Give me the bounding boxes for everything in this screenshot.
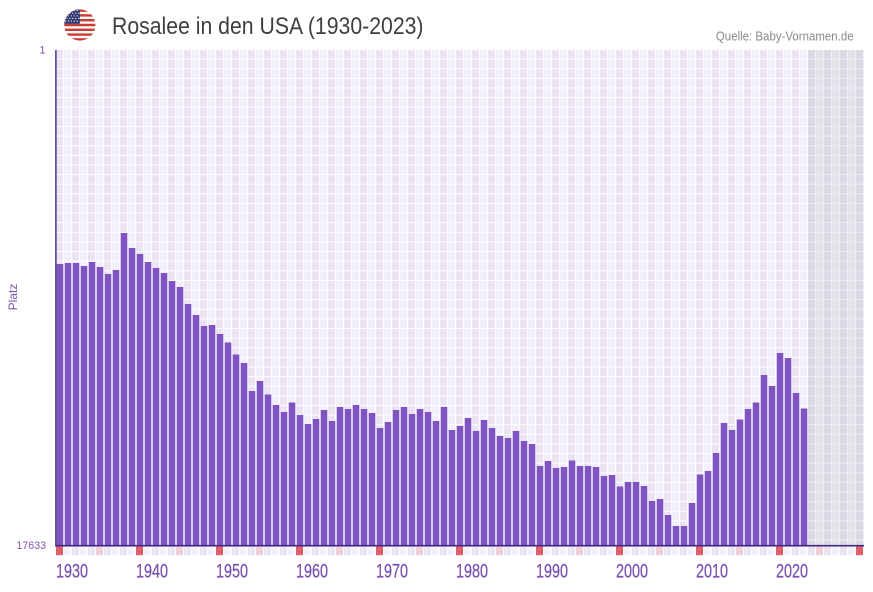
svg-text:1980: 1980 <box>456 561 488 582</box>
svg-text:1970: 1970 <box>376 561 408 582</box>
svg-text:2020: 2020 <box>776 561 808 582</box>
svg-text:1960: 1960 <box>296 561 328 582</box>
svg-text:1: 1 <box>39 45 45 57</box>
svg-text:Rosalee in den USA (1930-2023): Rosalee in den USA (1930-2023) <box>112 13 424 40</box>
svg-text:2000: 2000 <box>616 561 648 582</box>
svg-text:1990: 1990 <box>536 561 568 582</box>
svg-text:Quelle: Baby-Vornamen.de: Quelle: Baby-Vornamen.de <box>716 30 854 44</box>
svg-text:1950: 1950 <box>216 561 248 582</box>
svg-text:Platz: Platz <box>6 284 20 311</box>
svg-text:17633: 17633 <box>17 540 47 552</box>
svg-text:1940: 1940 <box>136 561 168 582</box>
svg-text:2010: 2010 <box>696 561 728 582</box>
svg-text:1930: 1930 <box>56 561 88 582</box>
